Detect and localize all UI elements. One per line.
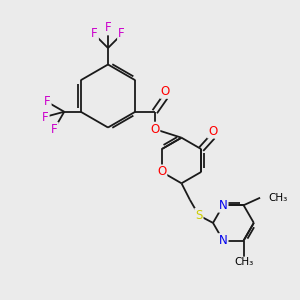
Text: F: F [118, 27, 125, 40]
Text: O: O [208, 124, 217, 138]
Text: F: F [105, 21, 111, 34]
Text: N: N [219, 199, 228, 212]
Text: O: O [157, 165, 167, 178]
Text: CH₃: CH₃ [234, 257, 253, 268]
Text: CH₃: CH₃ [268, 193, 288, 203]
Text: F: F [51, 123, 58, 136]
Text: N: N [219, 234, 228, 247]
Text: F: F [91, 27, 98, 40]
Text: O: O [150, 123, 159, 136]
Text: O: O [161, 85, 170, 98]
Text: F: F [44, 95, 51, 108]
Text: S: S [195, 209, 203, 222]
Text: F: F [42, 110, 49, 124]
